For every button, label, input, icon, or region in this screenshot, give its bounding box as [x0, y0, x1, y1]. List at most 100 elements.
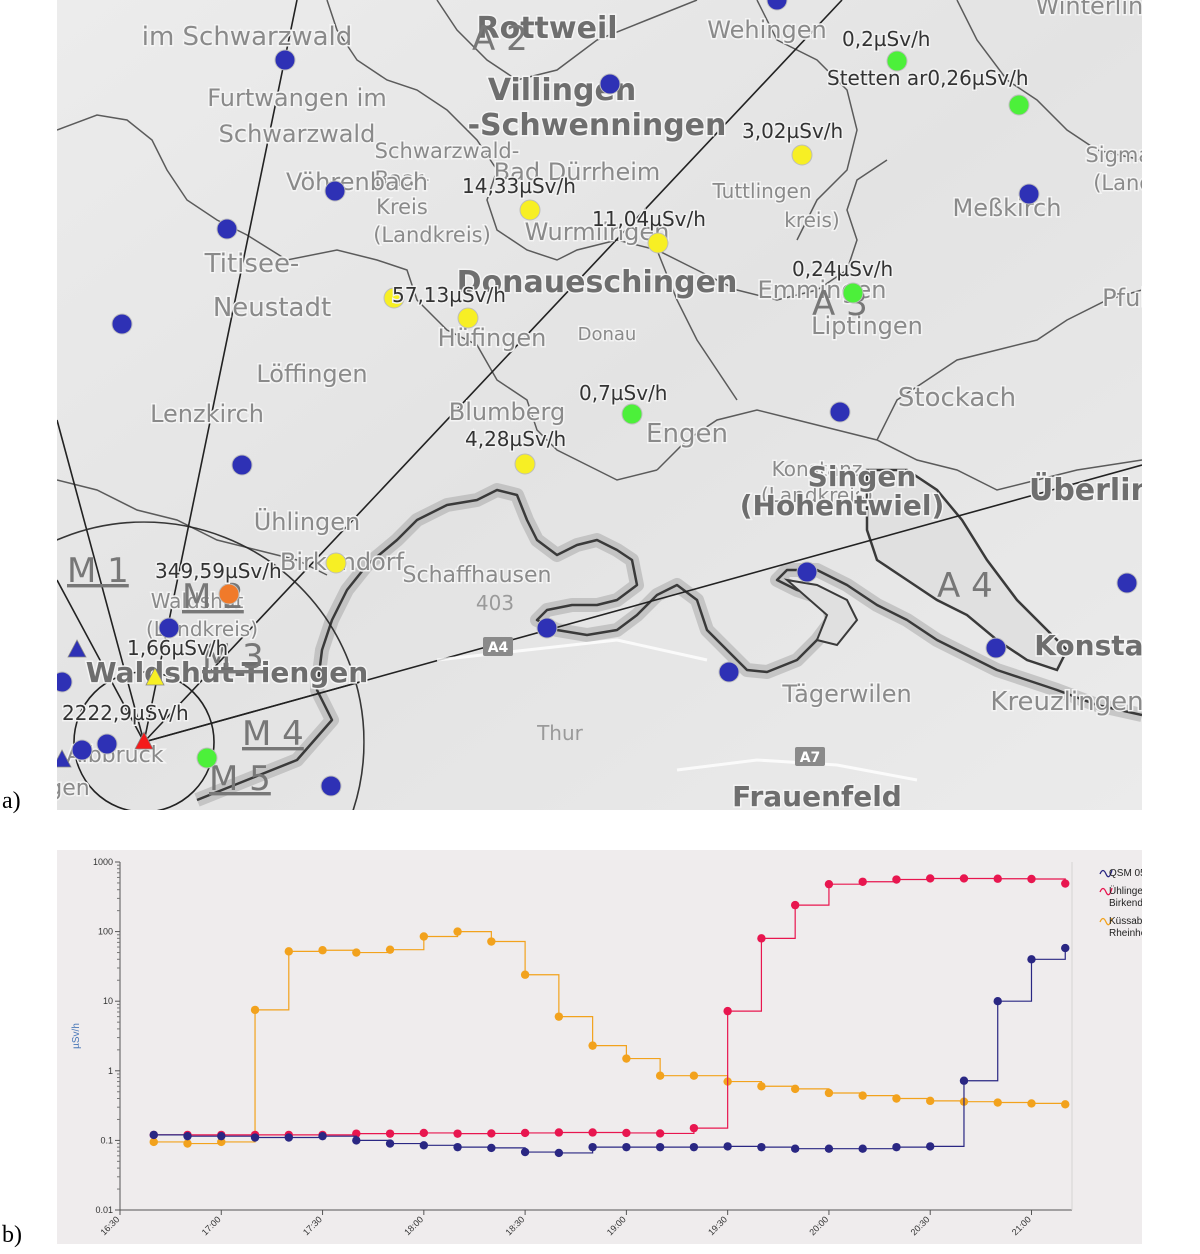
station-marker-blue[interactable] — [766, 0, 788, 11]
plant-marker-blue[interactable] — [67, 639, 87, 658]
data-point[interactable] — [183, 1131, 192, 1141]
data-point[interactable] — [149, 1130, 158, 1140]
station-marker-yellow[interactable] — [519, 199, 541, 221]
data-point[interactable] — [622, 1128, 631, 1138]
data-point[interactable] — [723, 1142, 732, 1151]
station-marker-blue[interactable] — [71, 739, 93, 761]
data-point[interactable] — [554, 1012, 564, 1021]
data-point[interactable] — [689, 1071, 699, 1080]
data-point[interactable] — [824, 879, 834, 889]
data-point[interactable] — [926, 1142, 935, 1151]
data-point[interactable] — [757, 934, 766, 943]
data-point[interactable] — [520, 1147, 530, 1157]
data-point[interactable] — [790, 1084, 800, 1094]
data-point[interactable] — [588, 1041, 597, 1050]
data-point[interactable] — [790, 900, 800, 910]
data-point[interactable] — [622, 1054, 631, 1063]
station-marker-green[interactable] — [842, 282, 864, 304]
data-point[interactable] — [318, 1131, 327, 1141]
station-marker-yellow[interactable] — [791, 144, 813, 166]
data-point[interactable] — [757, 1142, 766, 1152]
data-point[interactable] — [554, 1128, 564, 1137]
station-marker-blue[interactable] — [216, 218, 238, 240]
data-point[interactable] — [959, 874, 969, 883]
data-point[interactable] — [926, 874, 935, 883]
station-marker-yellow[interactable] — [514, 453, 536, 475]
station-marker-yellow[interactable] — [325, 552, 347, 574]
data-point[interactable] — [487, 937, 496, 946]
data-point[interactable] — [1027, 955, 1036, 964]
data-point[interactable] — [790, 1144, 800, 1153]
data-point[interactable] — [487, 1143, 496, 1153]
data-point[interactable] — [352, 948, 361, 957]
data-point[interactable] — [689, 1123, 699, 1133]
data-point[interactable] — [892, 1094, 901, 1103]
data-point[interactable] — [858, 877, 867, 886]
station-marker-yellow[interactable] — [457, 307, 479, 329]
data-point[interactable] — [824, 1144, 834, 1153]
data-point[interactable] — [588, 1142, 597, 1152]
data-point[interactable] — [453, 1142, 462, 1152]
data-point[interactable] — [453, 927, 462, 936]
station-marker-orange[interactable] — [218, 583, 240, 605]
data-point[interactable] — [520, 1128, 530, 1138]
data-point[interactable] — [1061, 943, 1070, 953]
data-point[interactable] — [419, 1128, 429, 1138]
station-marker-blue[interactable] — [829, 401, 851, 423]
station-marker-blue[interactable] — [599, 73, 621, 95]
plant-marker-red[interactable] — [134, 731, 154, 750]
data-point[interactable] — [959, 1076, 969, 1085]
data-point[interactable] — [892, 875, 901, 884]
station-marker-blue[interactable] — [274, 49, 296, 71]
data-point[interactable] — [723, 1006, 732, 1016]
data-point[interactable] — [1027, 1099, 1036, 1108]
data-point[interactable] — [858, 1091, 867, 1100]
data-point[interactable] — [284, 1133, 293, 1142]
station-marker-green[interactable] — [621, 403, 643, 425]
data-point[interactable] — [419, 1141, 429, 1150]
station-marker-blue[interactable] — [718, 661, 740, 683]
station-marker-green[interactable] — [196, 747, 218, 769]
data-point[interactable] — [655, 1071, 665, 1080]
station-marker-blue[interactable] — [1018, 183, 1040, 205]
station-marker-blue[interactable] — [796, 561, 818, 583]
station-marker-blue[interactable] — [158, 617, 180, 639]
data-point[interactable] — [655, 1142, 665, 1152]
station-marker-blue[interactable] — [985, 637, 1007, 659]
station-marker-blue[interactable] — [57, 671, 73, 693]
data-point[interactable] — [385, 945, 395, 954]
data-point[interactable] — [993, 1098, 1002, 1107]
data-point[interactable] — [183, 1139, 192, 1148]
data-point[interactable] — [520, 970, 530, 979]
data-point[interactable] — [149, 1137, 158, 1147]
data-point[interactable] — [993, 997, 1002, 1006]
data-point[interactable] — [385, 1129, 395, 1138]
data-point[interactable] — [385, 1139, 395, 1148]
data-point[interactable] — [419, 932, 429, 941]
data-point[interactable] — [824, 1088, 834, 1098]
station-marker-blue[interactable] — [1116, 572, 1138, 594]
station-marker-yellow[interactable] — [383, 287, 405, 309]
data-point[interactable] — [1061, 879, 1070, 888]
data-point[interactable] — [217, 1131, 226, 1141]
data-point[interactable] — [689, 1142, 699, 1152]
data-point[interactable] — [892, 1142, 901, 1152]
data-point[interactable] — [1027, 874, 1036, 884]
station-marker-blue[interactable] — [231, 454, 253, 476]
data-point[interactable] — [1061, 1100, 1070, 1109]
data-point[interactable] — [318, 946, 327, 955]
station-marker-blue[interactable] — [324, 180, 346, 202]
data-point[interactable] — [622, 1142, 631, 1152]
data-point[interactable] — [926, 1096, 935, 1106]
data-point[interactable] — [858, 1144, 867, 1153]
data-point[interactable] — [284, 947, 293, 956]
station-marker-blue[interactable] — [111, 313, 133, 335]
station-marker-blue[interactable] — [320, 775, 342, 797]
data-point[interactable] — [250, 1133, 260, 1142]
station-marker-blue[interactable] — [536, 617, 558, 639]
data-point[interactable] — [588, 1128, 597, 1137]
data-point[interactable] — [655, 1129, 665, 1138]
data-point[interactable] — [352, 1136, 361, 1145]
data-point[interactable] — [554, 1148, 564, 1158]
station-marker-green[interactable] — [1008, 94, 1030, 116]
